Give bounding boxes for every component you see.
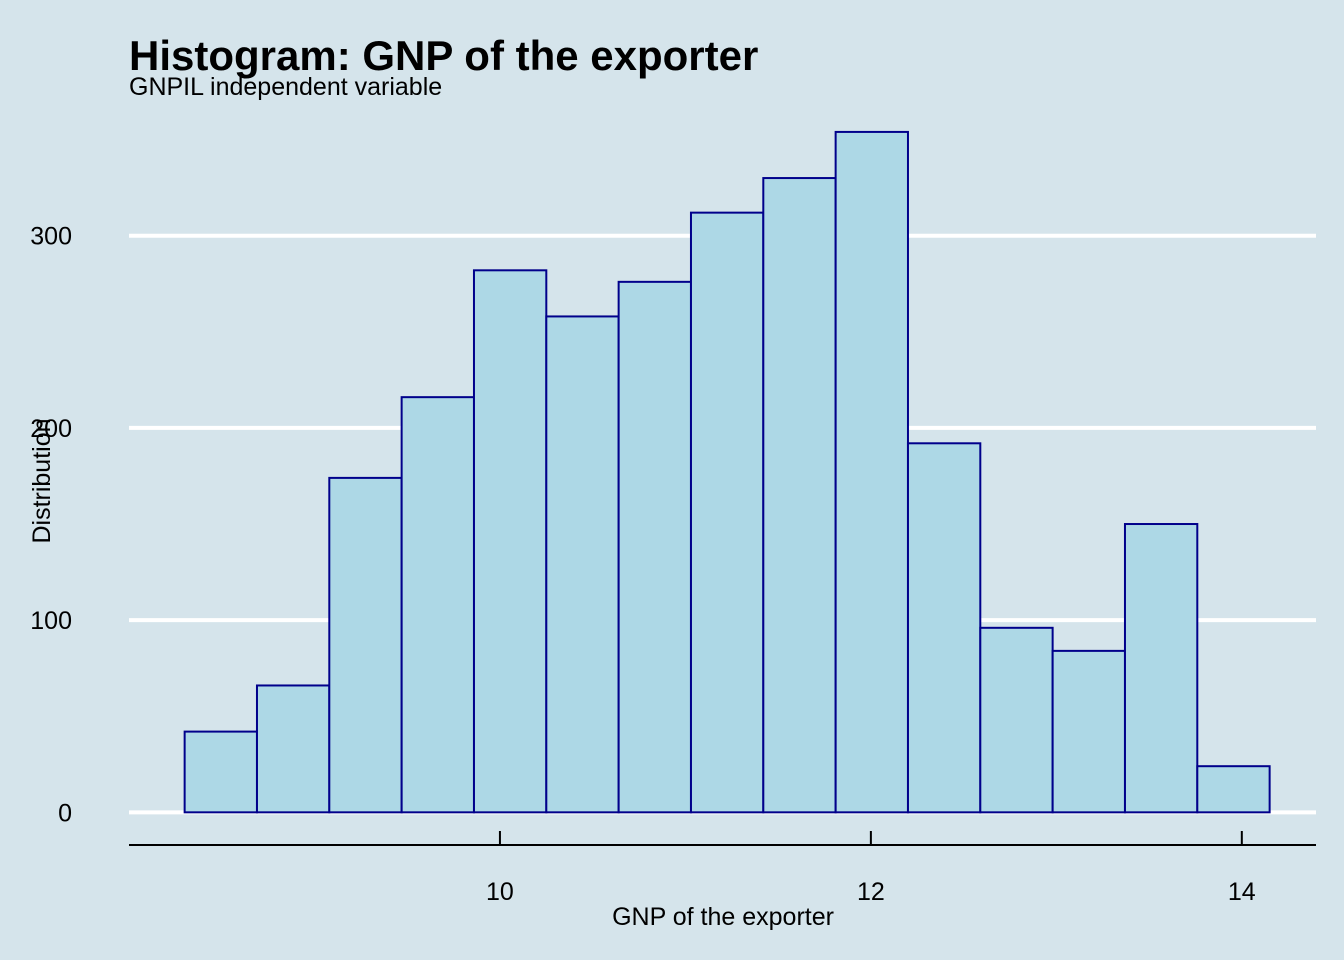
histogram-bars [183, 130, 1271, 814]
histogram-bar [255, 684, 331, 814]
chart-title: Histogram: GNP of the exporter [129, 32, 758, 79]
x-axis-title: GNP of the exporter [612, 903, 834, 931]
y-axis-tick-labels: 0 100 200 300 [30, 223, 72, 828]
x-tick-label: 10 [486, 878, 514, 906]
histogram-bar [834, 130, 909, 814]
histogram-bar [617, 280, 692, 814]
histogram-bar [183, 730, 258, 814]
chart-subtitle: GNPIL independent variable [129, 73, 442, 101]
y-tick-label: 0 [58, 799, 72, 827]
histogram-bar [545, 315, 620, 814]
histogram-bar [979, 626, 1054, 814]
histogram-bar [328, 476, 403, 814]
histogram-bar [689, 211, 765, 814]
y-tick-label: 300 [30, 223, 72, 251]
histogram-bar [1051, 649, 1126, 814]
histogram-bar [1123, 523, 1199, 814]
x-tick-label: 12 [857, 878, 885, 906]
histogram-bar [1196, 765, 1271, 814]
x-axis: 10 12 14 [129, 831, 1316, 906]
y-tick-label: 200 [30, 415, 72, 443]
x-tick-label: 14 [1228, 878, 1256, 906]
histogram-bar [400, 396, 475, 814]
y-tick-label: 100 [30, 607, 72, 635]
y-axis-title: Distribution [28, 418, 56, 543]
histogram-bar [472, 269, 548, 814]
histogram-bar [762, 177, 837, 814]
histogram-bar [906, 442, 982, 814]
